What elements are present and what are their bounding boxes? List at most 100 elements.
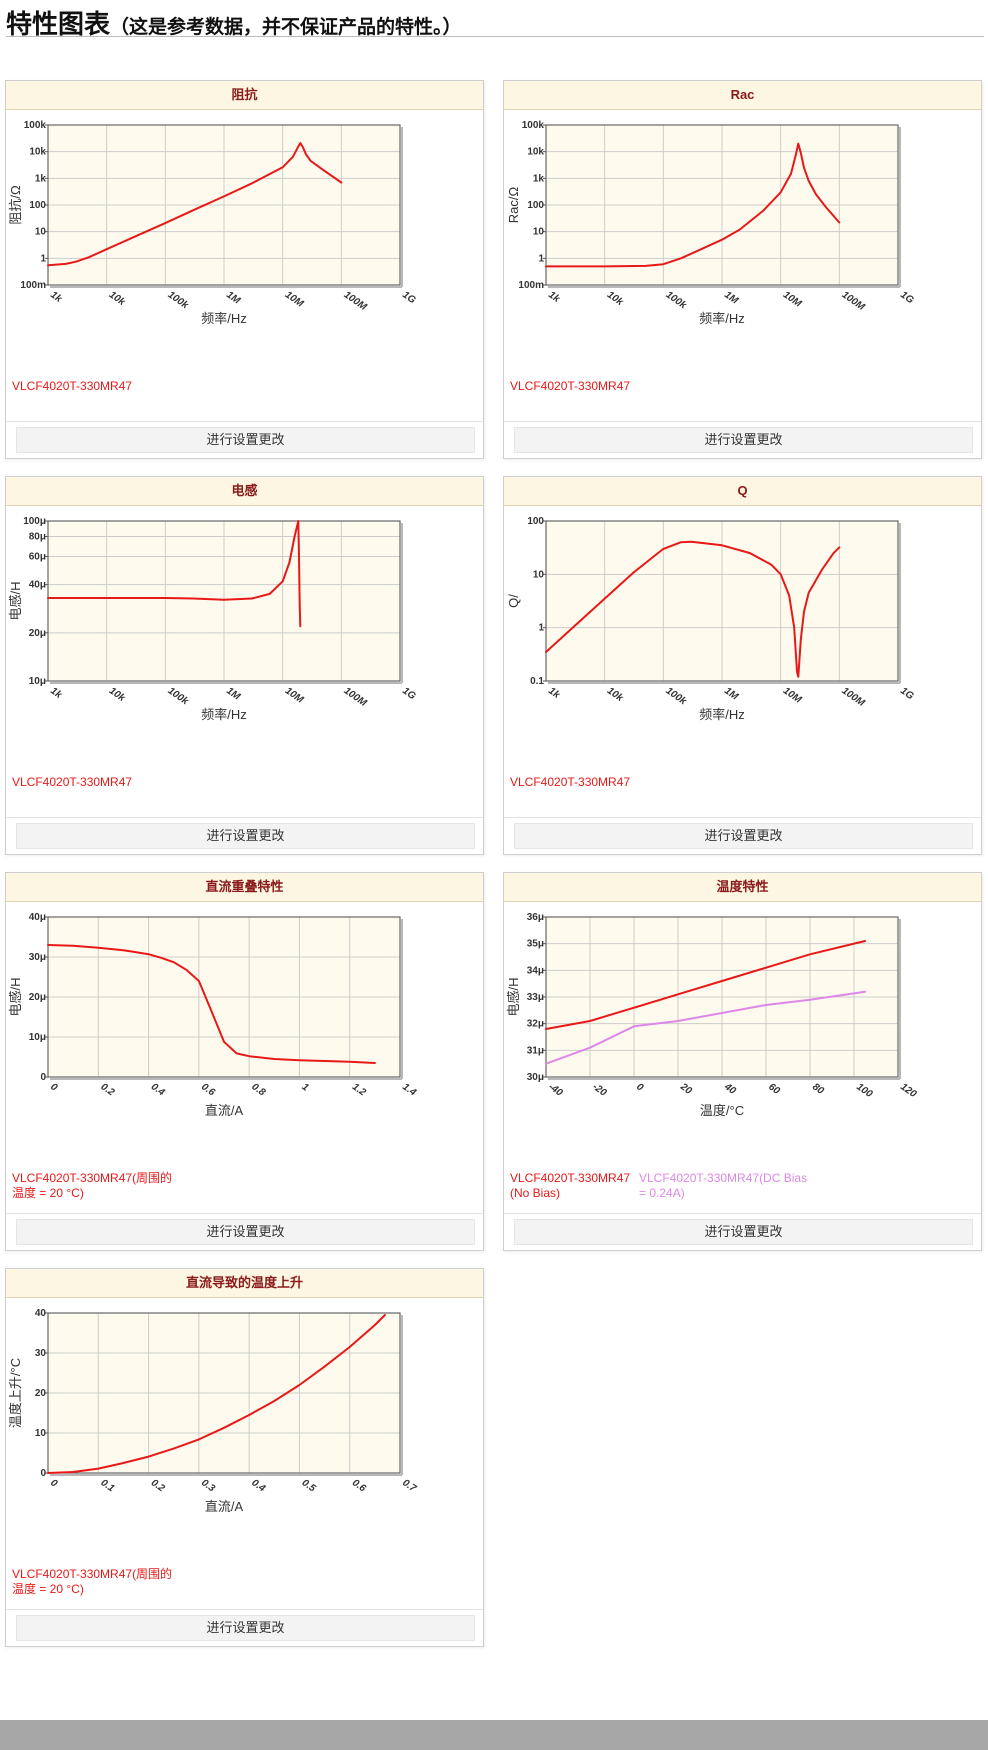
y-tick-label: 40 <box>35 1308 47 1319</box>
legend-item: VLCF4020T-330MR47(周围的 温度 = 20 °C) <box>12 1171 172 1201</box>
chart-temperature: -40 -20 0 20 40 60 80 100 120 30μ 31μ 32μ 33μ 34μ 35μ 3… <box>506 912 919 1118</box>
y-axis-label: 电感/H <box>506 977 521 1016</box>
plot-frame <box>47 124 401 286</box>
series-line <box>545 540 841 678</box>
legend-item: VLCF4020T-330MR47 <box>12 379 132 394</box>
y-tick-label: 1 <box>40 253 46 264</box>
x-tick-label: 1k <box>546 685 562 701</box>
x-tick-label: -20 <box>590 1081 609 1099</box>
x-tick-label: 100k <box>664 685 689 707</box>
x-axis-label: 直流/A <box>205 1499 244 1514</box>
x-tick-label: 1k <box>48 685 64 701</box>
y-axis-label: 电感/H <box>8 977 23 1016</box>
chart-inductance: 1k 10k 100k 1M 10M 100M 1G 10μ 20μ 40μ 60μ 80μ 100μ 频… <box>8 516 418 722</box>
chart-temperature-rise: 0 0.1 0.2 0.3 0.4 0.5 0.6 0.7 0 10 20 30 40 直流/A 温度上升/… <box>8 1308 418 1514</box>
legend-item: VLCF4020T-330MR47 <box>510 775 630 790</box>
x-tick-label: 10M <box>781 685 804 706</box>
x-tick-label: 0.8 <box>249 1081 267 1098</box>
settings-change-button[interactable]: 进行设置更改 <box>16 823 475 849</box>
y-tick-label: 20 <box>35 1388 47 1399</box>
y-tick-label: 10k <box>29 147 46 158</box>
x-axis-label: 频率/Hz <box>699 311 745 326</box>
y-tick-label: 0 <box>40 1468 46 1479</box>
settings-change-button[interactable]: 进行设置更改 <box>514 427 973 453</box>
y-tick-label: 100 <box>527 516 544 527</box>
y-tick-label: 10k <box>527 147 544 158</box>
plot-frame <box>545 124 899 286</box>
y-tick-label: 31μ <box>527 1045 544 1056</box>
x-tick-label: 10k <box>107 685 127 704</box>
card-divider <box>6 817 483 818</box>
x-tick-label: 100M <box>840 289 867 313</box>
y-tick-label: 34μ <box>527 965 544 976</box>
x-tick-label: 10k <box>605 289 625 308</box>
y-tick-label: 40μ <box>29 580 46 591</box>
y-tick-label: 10 <box>533 569 545 580</box>
y-tick-label: 20μ <box>29 628 46 639</box>
x-tick-label: 0.4 <box>149 1081 167 1098</box>
x-tick-label: 40 <box>721 1081 738 1097</box>
y-tick-label: 10μ <box>29 1032 46 1043</box>
x-axis-label: 直流/A <box>205 1103 244 1118</box>
x-tick-label: 0.1 <box>99 1477 117 1494</box>
x-tick-label: 1G <box>898 289 915 306</box>
plot-frame <box>47 520 401 682</box>
card-divider <box>6 1213 483 1214</box>
series-line <box>47 142 343 267</box>
legend-text: VLCF4020T-330MR47 <box>12 775 133 789</box>
x-tick-label: 0.5 <box>300 1477 318 1494</box>
y-tick-label: 32μ <box>527 1019 544 1030</box>
series-line <box>47 520 302 628</box>
x-tick-label: 1k <box>546 289 562 305</box>
x-tick-label: 1 <box>300 1081 311 1093</box>
x-tick-label: 1.2 <box>350 1081 368 1098</box>
legend-text: VLCF4020T-330MR47 <box>510 379 631 393</box>
settings-change-button[interactable]: 进行设置更改 <box>514 823 973 849</box>
x-tick-label: 60 <box>766 1081 782 1097</box>
legend-text: 温度 = 20 °C) <box>12 1186 84 1200</box>
x-tick-label: 0.4 <box>249 1477 267 1494</box>
x-tick-label: 1M <box>224 289 242 306</box>
chart-card-dc-superposition: 直流重叠特性 0 0.2 0.4 0.6 0.8 1 1.2 1.4 0 10μ 20μ 30μ 40μ… <box>5 872 484 1251</box>
y-tick-label: 33μ <box>527 992 544 1003</box>
y-tick-label: 10μ <box>29 676 46 687</box>
legend-item: VLCF4020T-330MR47 <box>510 379 630 394</box>
page-title-main: 特性图表 <box>6 9 111 39</box>
y-tick-label: 100k <box>522 120 545 131</box>
series-line <box>47 1314 386 1474</box>
chart-card-inductance: 电感 1k 10k 100k 1M 10M 100M 1G 10μ 20μ 40μ 60μ 80μ 10… <box>5 476 484 855</box>
legend-item: VLCF4020T-330MR47(周围的 温度 = 20 °C) <box>12 1567 172 1597</box>
x-tick-label: -40 <box>546 1081 565 1099</box>
x-tick-label: 0 <box>48 1477 59 1489</box>
series-line <box>47 944 376 1064</box>
series-line <box>545 990 866 1065</box>
x-tick-label: 10M <box>283 685 306 706</box>
legend-text: VLCF4020T-330MR47 <box>510 1171 631 1185</box>
y-tick-label: 1k <box>533 173 545 184</box>
chart-card-temperature-rise: 直流导致的温度上升 0 0.1 0.2 0.3 0.4 0.5 0.6 0.7 0 10 20 30 4… <box>5 1268 484 1647</box>
card-divider <box>504 817 981 818</box>
x-tick-label: 0.2 <box>149 1477 167 1494</box>
y-tick-label: 1k <box>35 173 47 184</box>
plot-frame <box>47 1312 401 1474</box>
x-tick-label: 120 <box>898 1081 918 1100</box>
page-title: 特性图表（这是参考数据，并不保证产品的特性。） <box>6 4 462 41</box>
legend-text: VLCF4020T-330MR47(周围的 <box>12 1171 173 1185</box>
x-tick-label: 100k <box>664 289 689 311</box>
x-tick-label: 1G <box>400 685 417 702</box>
plot-frame <box>545 916 899 1078</box>
settings-change-button[interactable]: 进行设置更改 <box>514 1219 973 1245</box>
settings-change-button[interactable]: 进行设置更改 <box>16 427 475 453</box>
series-line <box>545 142 841 268</box>
settings-change-button[interactable]: 进行设置更改 <box>16 1615 475 1641</box>
chart-card-title: Rac <box>504 81 981 110</box>
chart-card-q: Q 1k 10k 100k 1M 10M 100M 1G 0.1 1 10 100 频率/Hz Q/ V… <box>503 476 982 855</box>
y-axis-label: Rac/Ω <box>506 186 521 223</box>
legend-text: VLCF4020T-330MR47(DC Bias <box>639 1171 808 1185</box>
plot-frame <box>545 520 899 682</box>
x-axis-label: 频率/Hz <box>201 707 247 722</box>
settings-change-button[interactable]: 进行设置更改 <box>16 1219 475 1245</box>
chart-card-title: 直流导致的温度上升 <box>6 1269 483 1298</box>
chart-card-impedance: 阻抗 1k 10k 100k 1M 10M 100M 1G 100m 1 10 100 1k 10k 10… <box>5 80 484 459</box>
chart-q: 1k 10k 100k 1M 10M 100M 1G 0.1 1 10 100 频率/Hz Q/ <box>506 516 916 722</box>
